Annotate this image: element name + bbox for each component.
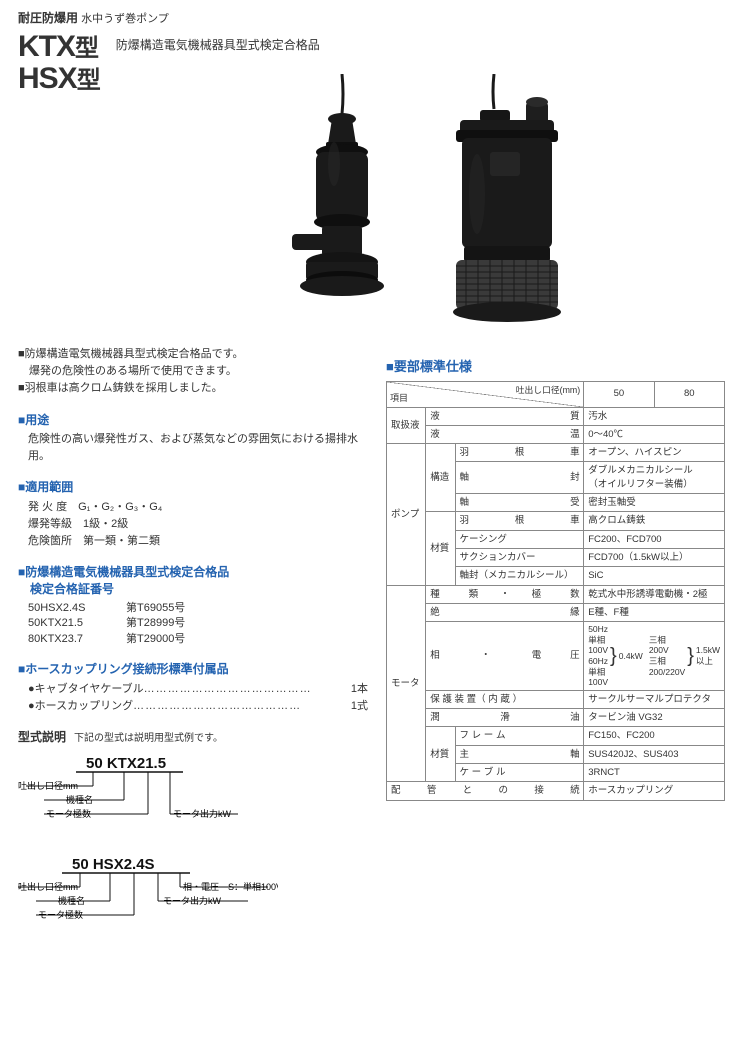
svg-text:モータ極数: モータ極数: [38, 909, 83, 920]
spec-table: 項目吐出し口径(mm) 50 80 取扱液液 質汚水 液 温0～40℃ ポンプ構…: [386, 381, 725, 801]
svg-text:50 KTX21.5: 50 KTX21.5: [86, 755, 166, 772]
svg-text:50 HSX2.4S: 50 HSX2.4S: [72, 856, 155, 873]
svg-text:機種名: 機種名: [58, 895, 85, 906]
type-explanation: 型式説明下記の型式は説明用型式例です。 50 KTX21.5 吐出し口径mm 機…: [18, 729, 368, 958]
hose-heading: ■ホースカップリング接続形標準付属品: [18, 661, 368, 678]
content-columns: ■防爆構造電気機械器具型式検定合格品です。 爆発の危険性のある場所で使用できます…: [18, 344, 725, 958]
category: 耐圧防爆用: [18, 11, 78, 25]
right-column: ■要部標準仕様 項目吐出し口径(mm) 50 80 取扱液液 質汚水 液 温0～…: [386, 344, 725, 958]
svg-text:機種名: 機種名: [66, 794, 93, 805]
hero-images: [138, 74, 725, 334]
bullet-2: 爆発の危険性のある場所で使用できます。: [18, 363, 368, 380]
svg-text:吐出し口径mm: 吐出し口径mm: [18, 881, 78, 892]
model-names: KTX型 HSX型: [18, 31, 100, 94]
svg-text:モータ出力kW: モータ出力kW: [173, 808, 232, 819]
product-sheet: 耐圧防爆用 水中うず巻ポンプ KTX型 HSX型 防爆構造電気機械器具型式検定合…: [0, 0, 743, 968]
range-text: 発 火 度 G₁・G₂・G₃・G₄ 爆発等級 1級・2級 危険箇所 第一類・第二…: [18, 499, 368, 550]
cert-heading: ■防爆構造電気機械器具型式検定合格品 検定合格証番号: [18, 564, 368, 598]
model-1: KTX型: [18, 31, 100, 63]
type-diagram-2: 50 HSX2.4S 吐出し口径mm 機種名 モータ極数 相・電圧 S：単相10…: [18, 853, 368, 958]
voltage-cell: 50Hz単相100V60Hz単相100V }0.4kW 三相200V三相200/…: [588, 624, 720, 688]
tagline: 防爆構造電気機械器具型式検定合格品: [116, 37, 320, 54]
bullet-3: ■羽根車は高クロム鋳鉄を採用しました。: [18, 380, 368, 397]
cert-row: 80KTX23.7第T29000号: [28, 632, 368, 647]
cert-table: 50HSX2.4S第T69055号 50KTX21.5第T28999号 80KT…: [18, 601, 368, 647]
pump-image-2: [432, 74, 582, 334]
hose-list: ●キャブタイヤケーブル……………………………………1本 ●ホースカップリング………: [18, 681, 368, 715]
svg-text:吐出し口径mm: 吐出し口径mm: [18, 780, 78, 791]
bullet-1: ■防爆構造電気機械器具型式検定合格品です。: [18, 346, 368, 363]
subcategory: 水中うず巻ポンプ: [81, 13, 169, 25]
model-2: HSX型: [18, 63, 100, 95]
feature-bullets: ■防爆構造電気機械器具型式検定合格品です。 爆発の危険性のある場所で使用できます…: [18, 346, 368, 397]
svg-text:モータ出力kW: モータ出力kW: [163, 895, 222, 906]
cert-row: 50KTX21.5第T28999号: [28, 616, 368, 631]
use-heading: ■用途: [18, 412, 368, 429]
svg-text:モータ極数: モータ極数: [46, 808, 91, 819]
range-heading: ■適用範囲: [18, 479, 368, 496]
cert-row: 50HSX2.4S第T69055号: [28, 601, 368, 616]
left-column: ■防爆構造電気機械器具型式検定合格品です。 爆発の危険性のある場所で使用できます…: [18, 344, 368, 958]
spec-heading: ■要部標準仕様: [386, 358, 725, 376]
pump-image-1: [282, 74, 402, 334]
svg-text:相・電圧 S：単相100V: 相・電圧 S：単相100V: [183, 881, 278, 892]
use-text: 危険性の高い爆発性ガス、および蒸気などの雰囲気における揚排水用。: [18, 431, 368, 465]
type-diagram-1: 50 KTX21.5 吐出し口径mm 機種名 モータ極数 モータ出力kW: [18, 752, 368, 847]
